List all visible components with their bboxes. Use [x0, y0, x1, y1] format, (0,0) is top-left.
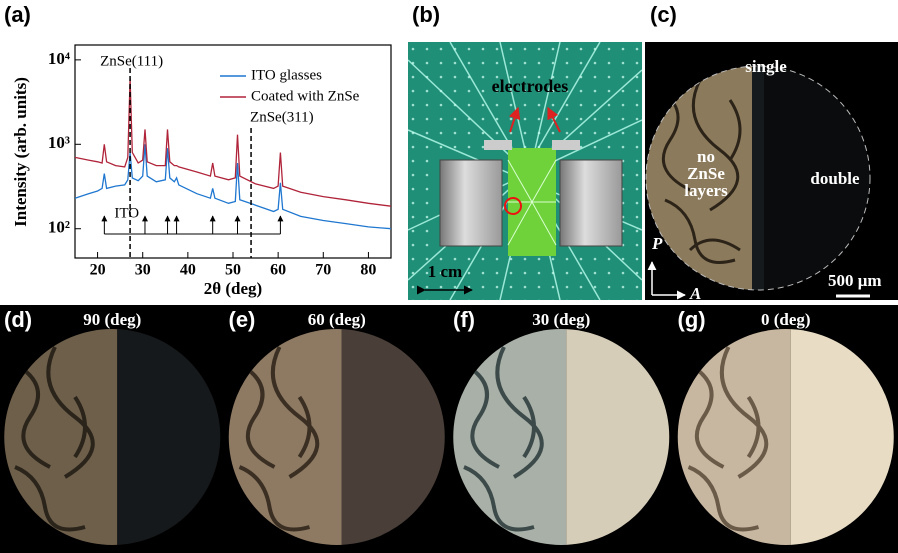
panel-label: (c) [650, 2, 677, 27]
axis-label: P [651, 234, 663, 253]
scale-label: 500 μm [828, 271, 882, 290]
device-photo: (b) electrodes 1 cm [408, 2, 642, 300]
y-tick-label: 10⁴ [48, 49, 70, 68]
x-tick-label: 20 [90, 262, 106, 279]
x-axis-title: 2θ (deg) [204, 279, 262, 298]
legend-label: ITO glasses [251, 67, 322, 83]
rotation-panels: (d) 90 (deg) (e) 60 (deg) (f) 30 (deg) (g) 0 (d… [0, 305, 898, 553]
annotation: single [745, 57, 787, 76]
panel-label: (b) [412, 2, 440, 27]
x-tick-label: 30 [135, 262, 151, 279]
x-tick-label: 70 [315, 262, 331, 279]
legend-label: Coated with ZnSe [251, 88, 360, 104]
scale-label: 1 cm [428, 262, 462, 281]
axis-label: A [689, 284, 701, 303]
x-tick-label: 80 [360, 262, 376, 279]
x-tick-label: 40 [180, 262, 196, 279]
panel-label: (d) [4, 307, 32, 332]
plot-frame [75, 45, 391, 258]
annotation: layers [684, 181, 728, 200]
x-tick-label: 50 [225, 262, 241, 279]
annotation: ZnSe(111) [100, 53, 163, 69]
panel-label: (a) [4, 2, 31, 27]
angle-label: 90 (deg) [83, 310, 141, 329]
xrd-chart: (a) Intensity (arb. units) 2θ (deg) 20 30… [4, 2, 391, 298]
microscope-photo: (c) single no ZnSe layers double P A 500… [640, 2, 898, 303]
angle-label: 60 (deg) [308, 310, 366, 329]
angle-label: 0 (deg) [761, 310, 811, 329]
y-axis-title: Intensity (arb. units) [11, 77, 30, 227]
annotation: double [810, 169, 860, 188]
panel-label: (g) [678, 307, 706, 332]
panel-label: (e) [229, 307, 256, 332]
angle-label: 30 (deg) [532, 310, 590, 329]
annotation: electrodes [492, 76, 569, 96]
panel-label: (f) [453, 307, 475, 332]
figure: (a) Intensity (arb. units) 2θ (deg) 20 30… [0, 0, 898, 553]
ito-label: ITO [114, 205, 139, 221]
x-tick-label: 60 [270, 262, 286, 279]
y-tick-label: 10² [48, 218, 70, 237]
annotation: ZnSe(311) [250, 109, 314, 125]
y-tick-label: 10³ [48, 133, 70, 152]
